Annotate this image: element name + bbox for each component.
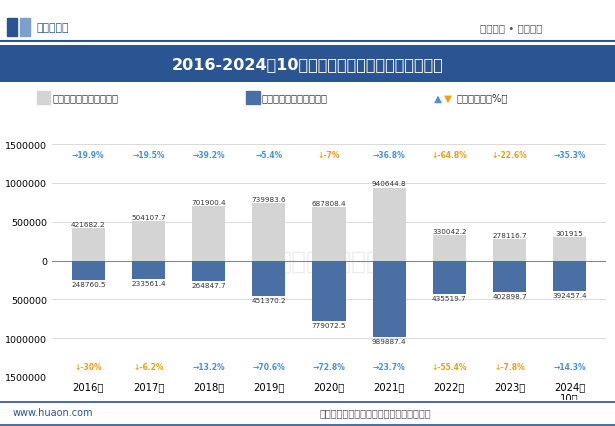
- Text: 233561.4: 233561.4: [131, 280, 166, 286]
- Bar: [192, 261, 225, 282]
- Text: 504107.7: 504107.7: [131, 215, 166, 221]
- Bar: [312, 261, 346, 321]
- Bar: [433, 261, 466, 295]
- Text: 出口商品总值（万美元）: 出口商品总值（万美元）: [53, 93, 119, 104]
- Text: 421682.2: 421682.2: [71, 221, 106, 227]
- Text: 专业严谨 • 客观科学: 专业严谨 • 客观科学: [480, 23, 542, 33]
- Text: 301915: 301915: [556, 230, 584, 236]
- Bar: [132, 261, 165, 279]
- Text: 687808.4: 687808.4: [312, 201, 346, 207]
- Text: ↓-7%: ↓-7%: [318, 151, 340, 160]
- Bar: [20, 19, 30, 37]
- Text: 940644.8: 940644.8: [372, 181, 407, 187]
- Text: 392457.4: 392457.4: [552, 293, 587, 299]
- Text: 华经情报网: 华经情报网: [37, 23, 69, 33]
- Text: ↓-30%: ↓-30%: [74, 362, 102, 371]
- Text: ▲: ▲: [434, 93, 442, 104]
- Text: 2016-2024年10月中国与乌克兰进、出口商品总值: 2016-2024年10月中国与乌克兰进、出口商品总值: [172, 57, 443, 72]
- Text: 264847.7: 264847.7: [191, 282, 226, 288]
- Text: 278116.7: 278116.7: [492, 232, 527, 238]
- Text: →13.2%: →13.2%: [192, 362, 225, 371]
- Bar: [37, 92, 50, 105]
- Text: ↓-7.8%: ↓-7.8%: [494, 362, 525, 371]
- Text: 402898.7: 402898.7: [492, 293, 527, 299]
- Text: 451370.2: 451370.2: [252, 297, 286, 303]
- Bar: [72, 228, 105, 261]
- Text: ↓-55.4%: ↓-55.4%: [432, 362, 467, 371]
- Text: →39.2%: →39.2%: [192, 151, 225, 160]
- Bar: [312, 208, 346, 261]
- Text: →72.8%: →72.8%: [312, 362, 346, 371]
- Text: ▼: ▼: [444, 93, 452, 104]
- Text: 数据来源：中国海关；华经产业研究院整理: 数据来源：中国海关；华经产业研究院整理: [320, 407, 432, 417]
- Text: →35.3%: →35.3%: [554, 151, 586, 160]
- Text: →23.7%: →23.7%: [373, 362, 405, 371]
- Text: 435519.7: 435519.7: [432, 296, 467, 302]
- Text: 华经产业研究院: 华经产业研究院: [277, 249, 381, 273]
- Text: 进口商品总值（万美元）: 进口商品总值（万美元）: [262, 93, 328, 104]
- Bar: [373, 261, 406, 337]
- Bar: [433, 236, 466, 261]
- Text: 701900.4: 701900.4: [191, 199, 226, 205]
- Text: 248760.5: 248760.5: [71, 281, 106, 287]
- Bar: [7, 19, 17, 37]
- Text: →5.4%: →5.4%: [255, 151, 282, 160]
- Bar: [252, 204, 285, 261]
- Bar: [553, 261, 586, 291]
- Text: ↓-6.2%: ↓-6.2%: [133, 362, 164, 371]
- Text: →70.6%: →70.6%: [253, 362, 285, 371]
- Text: →36.8%: →36.8%: [373, 151, 405, 160]
- Bar: [252, 261, 285, 296]
- Text: ↓-64.8%: ↓-64.8%: [431, 151, 467, 160]
- Bar: [72, 261, 105, 280]
- Text: →19.9%: →19.9%: [72, 151, 105, 160]
- Text: 330042.2: 330042.2: [432, 228, 467, 234]
- Bar: [493, 261, 526, 292]
- Text: 779072.5: 779072.5: [312, 322, 346, 328]
- Text: 739983.6: 739983.6: [252, 196, 286, 202]
- Bar: [553, 238, 586, 261]
- Text: www.huaon.com: www.huaon.com: [12, 407, 93, 417]
- Text: ↓-22.6%: ↓-22.6%: [491, 151, 528, 160]
- Bar: [246, 92, 260, 105]
- Text: 同比增长率（%）: 同比增长率（%）: [456, 93, 508, 104]
- Text: →14.3%: →14.3%: [554, 362, 586, 371]
- Bar: [132, 222, 165, 261]
- Text: 989887.4: 989887.4: [372, 339, 407, 345]
- Text: →19.5%: →19.5%: [132, 151, 165, 160]
- Bar: [493, 239, 526, 261]
- Bar: [192, 207, 225, 261]
- Bar: [373, 188, 406, 261]
